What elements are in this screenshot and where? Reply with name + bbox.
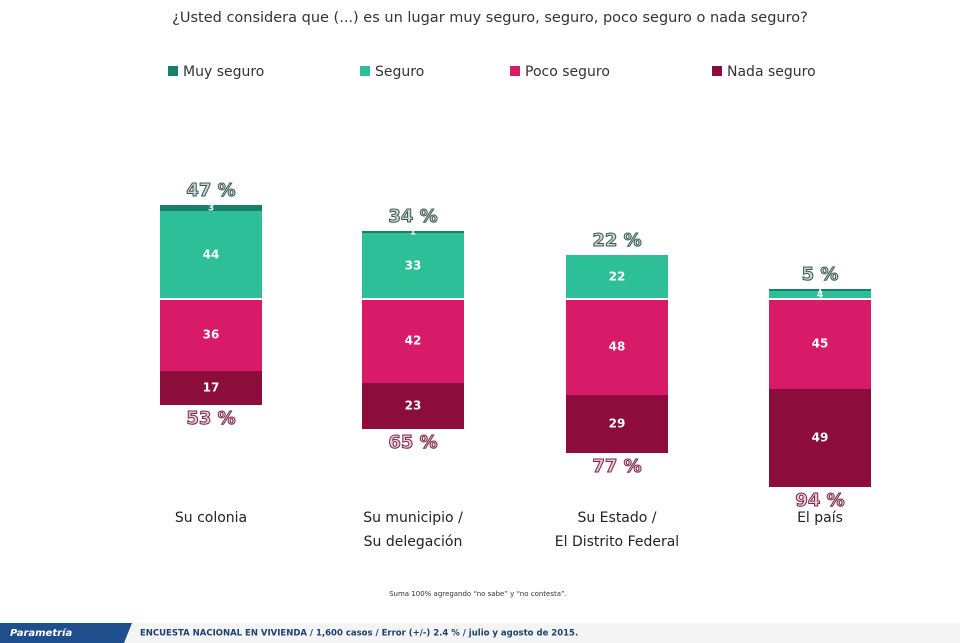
negative-total: 94 % — [795, 490, 844, 511]
legend-swatch — [168, 66, 178, 76]
category-label: Su Estado / — [577, 510, 656, 526]
value-label: 22 — [609, 270, 626, 284]
value-label: 45 — [812, 337, 829, 351]
bar-segment — [362, 383, 464, 429]
value-label: 29 — [609, 417, 626, 431]
legend-label: Poco seguro — [525, 64, 610, 80]
value-label: 48 — [609, 340, 626, 354]
bar-segment — [769, 389, 871, 487]
bar-segment — [362, 233, 464, 299]
value-label: 23 — [405, 399, 422, 413]
legend-swatch — [712, 66, 722, 76]
footer: ENCUESTA NACIONAL EN VIVIENDA / 1,600 ca… — [140, 629, 578, 639]
bar-segment — [769, 289, 871, 291]
legend-label: Muy seguro — [183, 64, 264, 80]
bar-segment — [160, 211, 262, 299]
legend-swatch — [510, 66, 520, 76]
category-label: Su delegación — [364, 534, 463, 550]
chart-title: ¿Usted considera que (...) es un lugar m… — [172, 10, 808, 26]
category-label: Su colonia — [175, 510, 247, 526]
bar-segment — [769, 299, 871, 389]
value-label: 3 — [208, 204, 214, 214]
positive-total: 34 % — [388, 206, 437, 227]
bar-segment — [769, 291, 871, 299]
brand-badge — [0, 623, 132, 643]
category-label: El país — [797, 510, 843, 526]
bar-segment — [566, 395, 668, 453]
bar-segment — [362, 299, 464, 383]
negative-total: 53 % — [186, 408, 235, 429]
bar-segment — [160, 205, 262, 211]
bar-segment — [160, 299, 262, 371]
bar-segment — [566, 255, 668, 299]
positive-total: 47 % — [186, 180, 235, 201]
category-label: El Distrito Federal — [555, 534, 679, 550]
value-label: 36 — [203, 328, 220, 342]
positive-total: 22 % — [592, 230, 641, 251]
legend-label: Nada seguro — [727, 64, 816, 80]
negative-total: 65 % — [388, 432, 437, 453]
value-label: 17 — [203, 381, 220, 395]
value-label: 1 — [817, 286, 823, 296]
category-label: Su municipio / — [363, 510, 463, 526]
brand: Parametría — [10, 627, 72, 639]
value-label: 4 — [817, 291, 823, 301]
negative-total: 77 % — [592, 456, 641, 477]
value-label: 33 — [405, 259, 422, 273]
value-label: 44 — [203, 248, 220, 262]
bar-segment — [566, 299, 668, 395]
positive-total: 5 % — [802, 264, 839, 285]
bar-segment — [362, 231, 464, 233]
value-label: 49 — [812, 431, 829, 445]
footer-band — [0, 623, 960, 643]
legend-label: Seguro — [375, 64, 424, 80]
note: Suma 100% agregando “no sabe” y “no cont… — [389, 590, 567, 598]
bar-segment — [160, 371, 262, 405]
legend-swatch — [360, 66, 370, 76]
value-label: 42 — [405, 334, 422, 348]
value-label: 1 — [410, 228, 416, 238]
